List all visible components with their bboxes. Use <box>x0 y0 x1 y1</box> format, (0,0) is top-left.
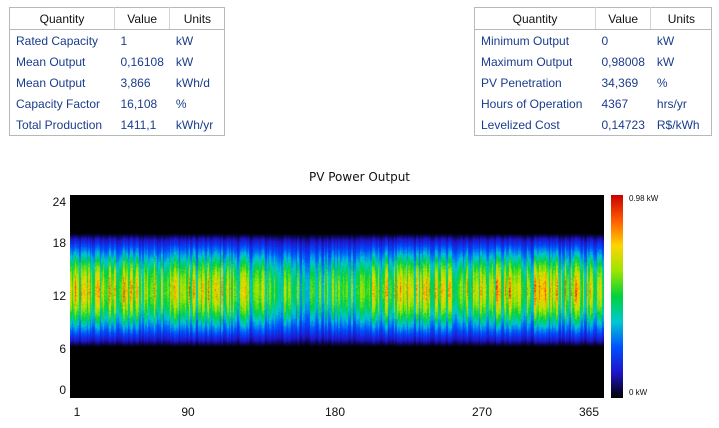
row-units: kW <box>656 54 675 69</box>
y-tick-label: 24 <box>52 195 66 209</box>
row-quantity: Mean Output <box>16 54 86 69</box>
x-tick-label: 365 <box>578 405 600 419</box>
x-tick-label: 180 <box>324 405 346 419</box>
table-row: Hours of Operation 4367 hrs/yr <box>475 93 712 114</box>
table-row: Levelized Cost 0,14723 R$/kWh <box>475 114 712 136</box>
table-row: Mean Output 0,16108 kW <box>10 51 225 72</box>
row-units: hrs/yr <box>656 96 687 111</box>
row-value: 0 <box>601 33 609 48</box>
row-value: 3,866 <box>120 75 151 90</box>
table-row: Minimum Output 0 kW <box>475 30 712 52</box>
row-value: 1 <box>120 33 128 48</box>
row-quantity: Minimum Output <box>481 33 570 48</box>
x-tick-label: 90 <box>181 405 195 419</box>
column-header-units[interactable]: Units <box>650 7 712 30</box>
table-row: Mean Output 3,866 kWh/d <box>10 72 225 93</box>
right-summary-table: Quantity Value Units Minimum Output 0 kW… <box>474 7 713 136</box>
y-tick-label: 12 <box>52 289 66 303</box>
row-quantity: Total Production <box>16 117 103 132</box>
column-header-value[interactable]: Value <box>114 7 171 30</box>
row-quantity: Hours of Operation <box>481 96 583 111</box>
row-units: R$/kWh <box>656 117 700 132</box>
left-summary-table: Quantity Value Units Rated Capacity 1 kW… <box>9 7 226 136</box>
row-units: % <box>656 75 668 90</box>
row-units: kW <box>175 33 194 48</box>
row-quantity: Rated Capacity <box>16 33 99 48</box>
row-value: 0,14723 <box>601 117 645 132</box>
colorbar <box>611 195 623 398</box>
row-units: kW <box>656 33 675 48</box>
column-header-units[interactable]: Units <box>169 7 225 30</box>
table-row: Total Production 1411,1 kWh/yr <box>10 114 225 136</box>
row-quantity: PV Penetration <box>481 75 562 90</box>
y-tick-label: 0 <box>59 383 66 397</box>
row-units: kW <box>175 54 194 69</box>
row-value: 1411,1 <box>120 117 157 132</box>
row-value: 4367 <box>601 96 629 111</box>
x-tick-label: 270 <box>471 405 493 419</box>
column-header-value[interactable]: Value <box>595 7 652 30</box>
chart-title: PV Power Output <box>308 170 411 184</box>
y-tick-label: 18 <box>52 236 66 250</box>
row-quantity: Levelized Cost <box>481 117 560 132</box>
row-value: 34,369 <box>601 75 639 90</box>
table-row: Capacity Factor 16,108 % <box>10 93 225 114</box>
row-units: kWh/yr <box>175 117 214 132</box>
colorbar-max-label: 0.98 kW <box>629 194 659 203</box>
row-value: 0,16108 <box>120 54 164 69</box>
table-row: PV Penetration 34,369 % <box>475 72 712 93</box>
row-value: 16,108 <box>120 96 158 111</box>
table-row: Rated Capacity 1 kW <box>10 30 225 52</box>
y-tick-label: 6 <box>59 342 66 356</box>
pv-output-heatmap <box>70 195 604 398</box>
table-row: Maximum Output 0,98008 kW <box>475 51 712 72</box>
row-units: % <box>175 96 187 111</box>
colorbar-min-label: 0 kW <box>629 388 648 397</box>
row-quantity: Capacity Factor <box>16 96 101 111</box>
row-value: 0,98008 <box>601 54 645 69</box>
row-quantity: Maximum Output <box>481 54 573 69</box>
row-quantity: Mean Output <box>16 75 86 90</box>
column-header-quantity[interactable]: Quantity <box>9 7 115 30</box>
column-header-quantity[interactable]: Quantity <box>474 7 596 30</box>
x-tick-label: 1 <box>73 405 81 419</box>
row-units: kWh/d <box>175 75 210 90</box>
